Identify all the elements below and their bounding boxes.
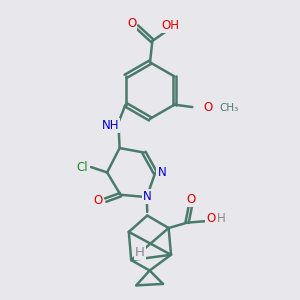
Text: O: O [186,193,195,206]
Text: NH: NH [102,119,119,132]
Text: Cl: Cl [76,160,88,174]
Text: H: H [217,212,225,225]
Text: O: O [127,16,136,30]
Text: OH: OH [162,19,180,32]
Text: H: H [135,246,145,259]
Text: CH₃: CH₃ [219,103,238,112]
Text: N: N [143,190,152,203]
Text: O: O [206,212,215,225]
Text: O: O [203,100,213,114]
Text: O: O [93,194,102,207]
Text: N: N [158,166,166,179]
